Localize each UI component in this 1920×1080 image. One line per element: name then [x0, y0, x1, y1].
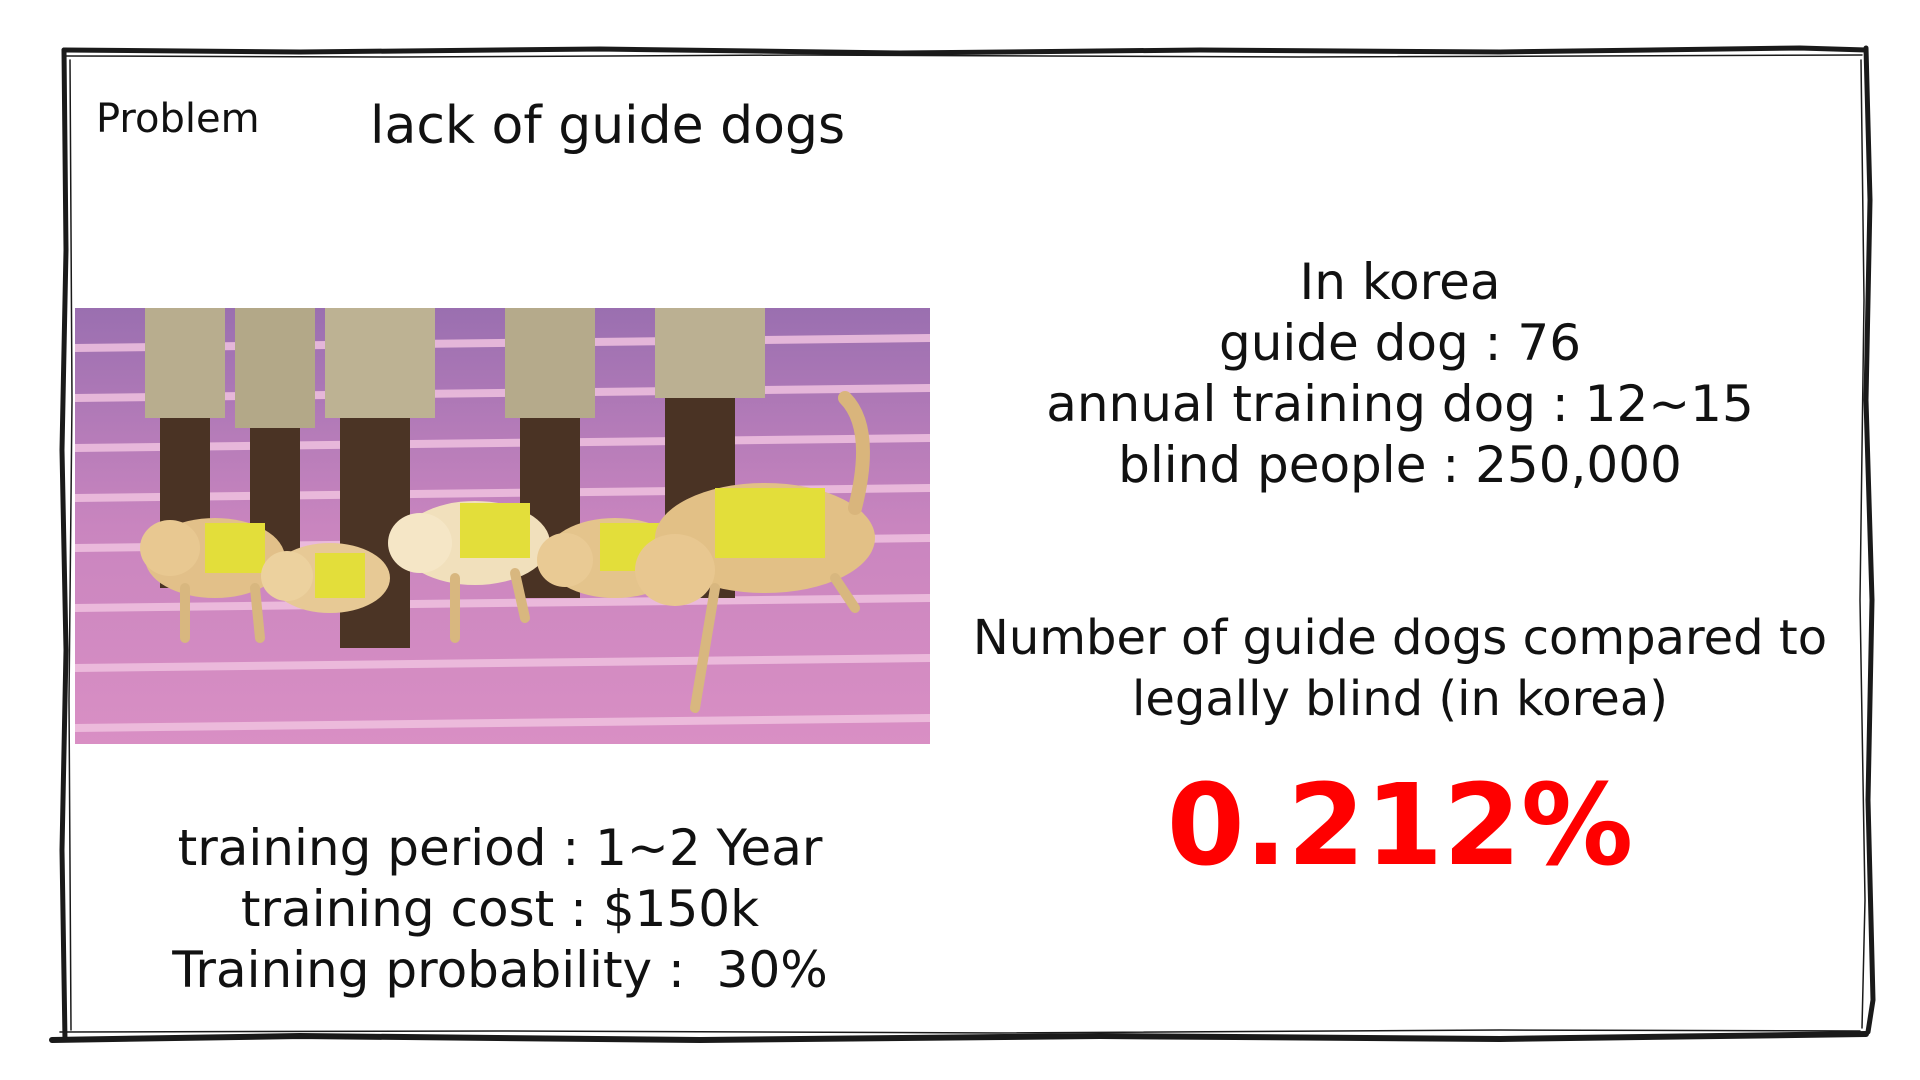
- stats-line-guide-dogs: guide dog : 76: [1218, 314, 1582, 372]
- comparison-caption: Number of guide dogs compared to legally…: [940, 608, 1860, 730]
- training-probability: Training probability : 30%: [172, 941, 828, 999]
- comparison-caption-line: Number of guide dogs compared to: [972, 610, 1828, 666]
- training-period: training period : 1~2 Year: [177, 819, 823, 877]
- stats-line-annual-training: annual training dog : 12~15: [1046, 375, 1754, 433]
- guide-dogs-photo: [75, 308, 930, 744]
- training-cost: training cost : $150k: [240, 880, 760, 938]
- section-label: Problem: [96, 96, 260, 142]
- stats-line-region: In korea: [1299, 253, 1501, 311]
- slide-heading: lack of guide dogs: [370, 96, 846, 156]
- comparison-caption-line: legally blind (in korea): [1132, 671, 1668, 727]
- korea-stats: In korea guide dog : 76 annual training …: [1000, 252, 1800, 496]
- training-stats: training period : 1~2 Year training cost…: [100, 818, 900, 1001]
- comparison-value: 0.212%: [1166, 761, 1634, 891]
- stats-line-blind-people: blind people : 250,000: [1118, 436, 1682, 494]
